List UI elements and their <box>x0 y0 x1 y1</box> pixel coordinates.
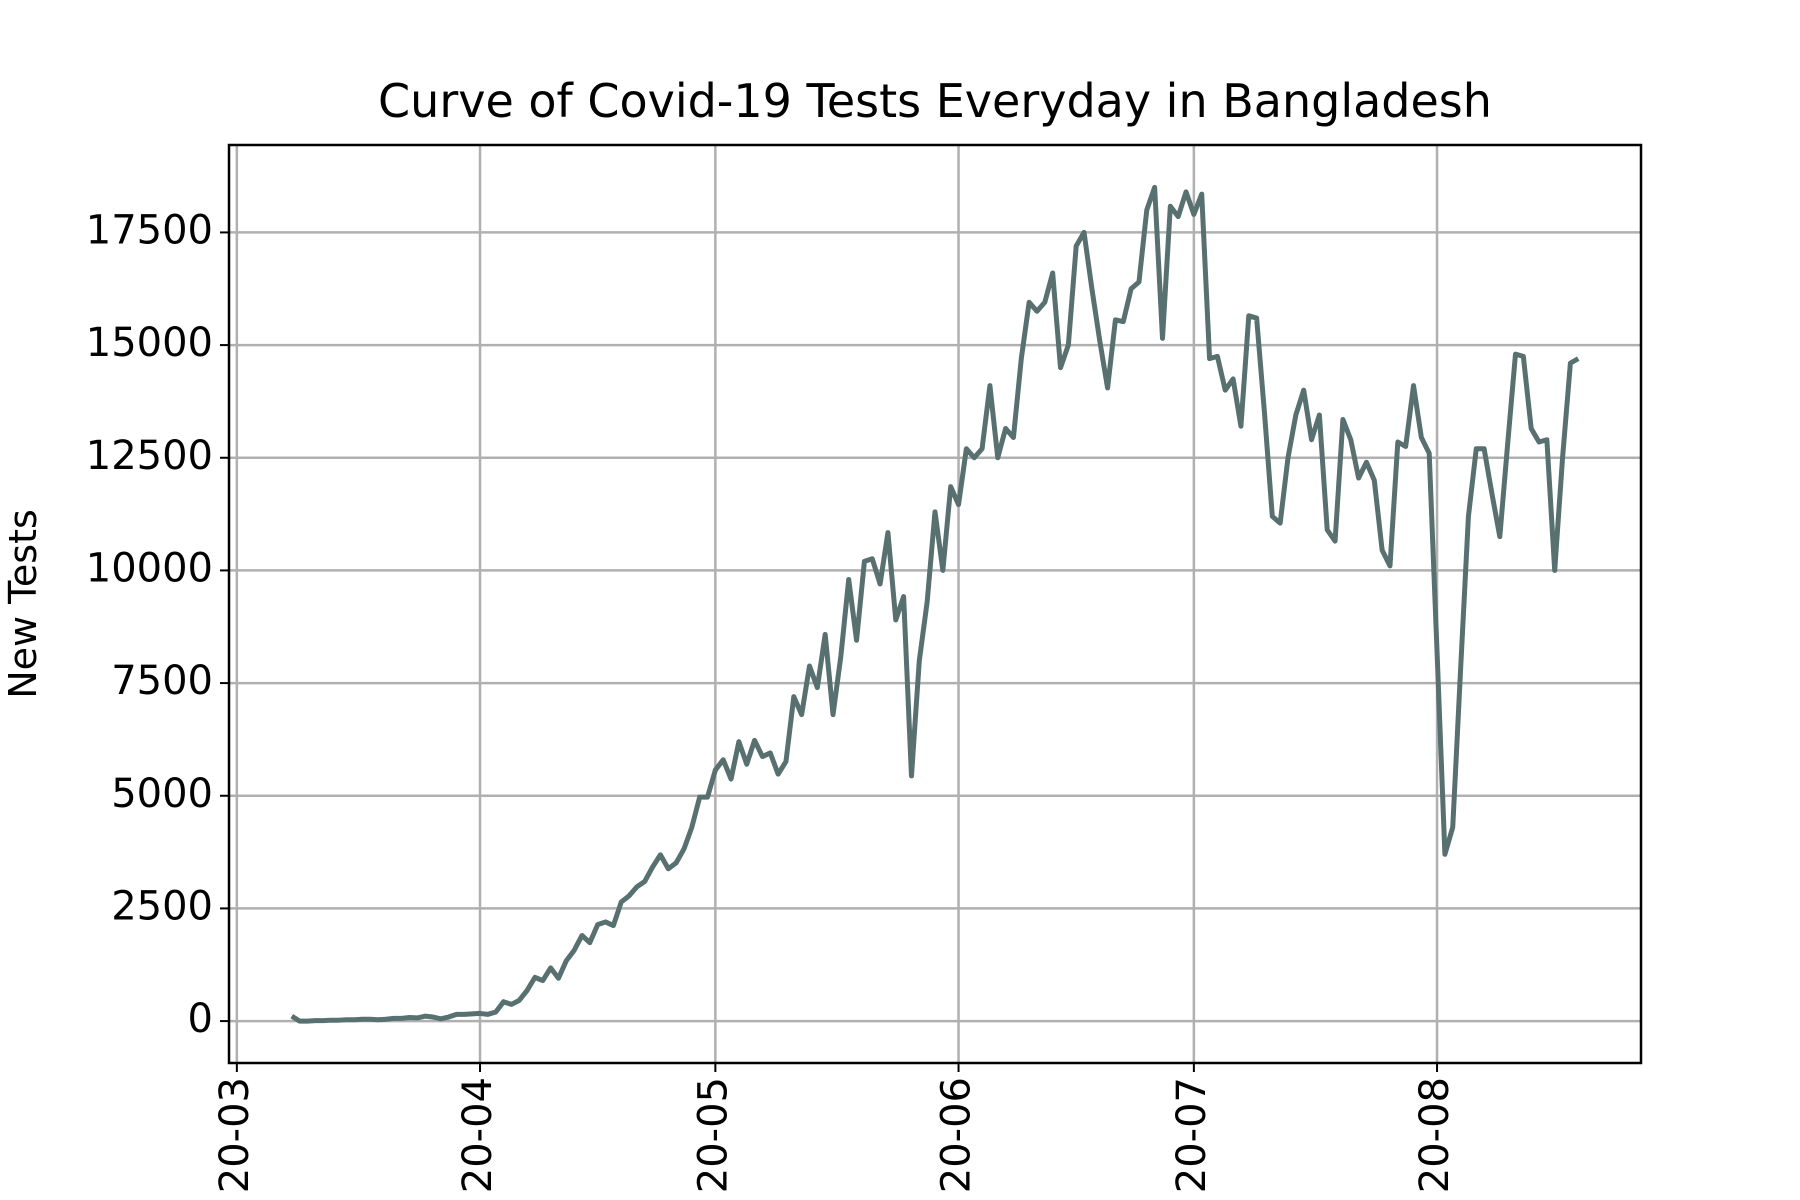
x-tick-label: 20-04 <box>455 1077 501 1193</box>
y-tick-label: 12500 <box>86 433 213 479</box>
x-tick-label: 20-05 <box>690 1077 736 1193</box>
x-tick-label: 20-07 <box>1169 1077 1215 1193</box>
y-tick-label: 0 <box>188 996 213 1042</box>
data-line <box>290 184 1580 1024</box>
y-tick-label: 2500 <box>111 883 213 929</box>
chart-title: Curve of Covid-19 Tests Everyday in Bang… <box>378 74 1492 128</box>
x-tick-label: 20-08 <box>1412 1077 1458 1193</box>
x-tick-label: 20-06 <box>934 1077 980 1193</box>
plot-frame <box>227 143 1643 1065</box>
y-tick-label: 15000 <box>86 320 213 366</box>
y-axis-label: New Tests <box>1 509 45 699</box>
y-tick-label: 10000 <box>86 545 213 591</box>
y-tick-label: 17500 <box>86 207 213 253</box>
y-tick-label: 7500 <box>111 658 213 704</box>
y-tick-label: 5000 <box>111 771 213 817</box>
x-tick-label: 20-03 <box>212 1077 258 1193</box>
